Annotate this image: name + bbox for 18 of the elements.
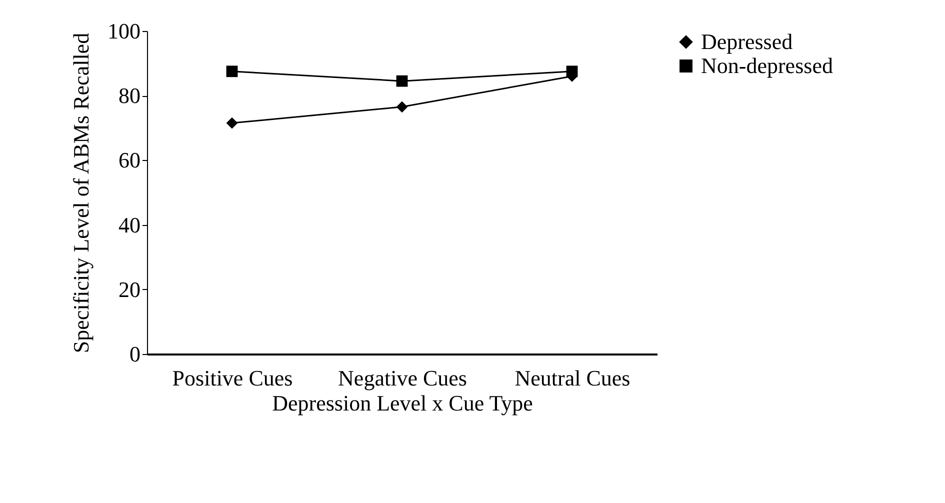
y-tick-label: 80 <box>118 83 140 108</box>
y-tick-label: 60 <box>118 148 140 173</box>
point <box>566 66 578 78</box>
point <box>396 101 408 113</box>
y-axis-title: Specificity Level of ABMs Recalled <box>68 32 94 354</box>
point <box>226 117 238 129</box>
y-tick-label: 20 <box>118 276 140 302</box>
legend-label: Depressed <box>701 29 793 54</box>
legend-label: Non-depressed <box>701 53 833 78</box>
y-tick-label: 100 <box>108 18 140 44</box>
y-tick-label: 0 <box>130 342 140 366</box>
x-tick-label: Neutral Cues <box>514 366 630 390</box>
x-axis-title: Depression Level x Cue Type <box>272 390 533 416</box>
x-tick-label: Positive Cues <box>172 366 293 390</box>
x-tick-label: Negative Cues <box>338 366 467 390</box>
point <box>396 75 408 87</box>
y-tick-label: 40 <box>118 212 140 238</box>
point <box>226 66 238 78</box>
